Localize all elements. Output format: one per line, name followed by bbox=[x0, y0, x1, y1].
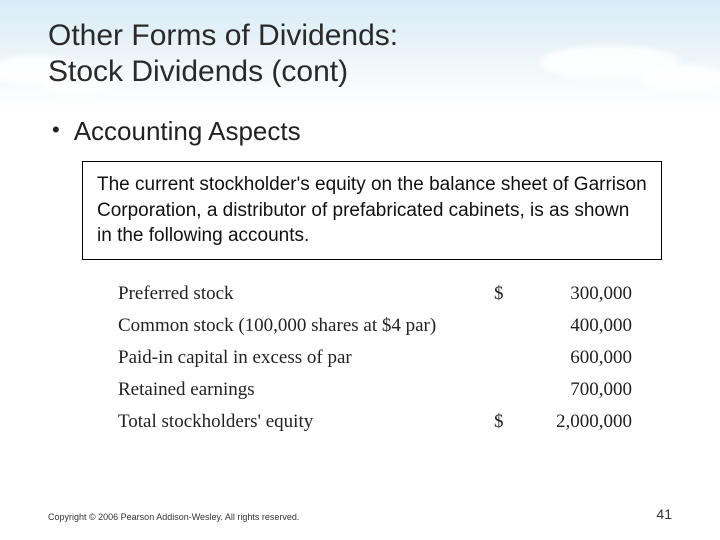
dollar-sign: $ bbox=[494, 283, 504, 305]
row-label: Paid-in capital in excess of par bbox=[118, 347, 502, 369]
row-value: 400,000 bbox=[502, 315, 632, 337]
copyright-text: Copyright © 2006 Pearson Addison-Wesley.… bbox=[48, 512, 299, 522]
row-label: Retained earnings bbox=[118, 379, 502, 401]
amount: 600,000 bbox=[570, 347, 632, 368]
bullet-text: Accounting Aspects bbox=[74, 116, 301, 147]
table-row: Retained earnings 700,000 bbox=[118, 374, 632, 406]
table-row: Common stock (100,000 shares at $4 par) … bbox=[118, 310, 632, 342]
bullet-item: • Accounting Aspects bbox=[48, 116, 672, 147]
title-line2: Stock Dividends (cont) bbox=[48, 55, 348, 88]
amount: 300,000 bbox=[570, 283, 632, 304]
slide-content: Other Forms of Dividends: Stock Dividend… bbox=[0, 0, 720, 438]
amount: 400,000 bbox=[570, 315, 632, 336]
dollar-sign: $ bbox=[494, 411, 504, 433]
row-value: 700,000 bbox=[502, 379, 632, 401]
slide-footer: Copyright © 2006 Pearson Addison-Wesley.… bbox=[48, 506, 672, 522]
row-label: Common stock (100,000 shares at $4 par) bbox=[118, 315, 502, 337]
row-label: Preferred stock bbox=[118, 283, 502, 305]
amount: 700,000 bbox=[570, 379, 632, 400]
title-line1: Other Forms of Dividends: bbox=[48, 19, 398, 52]
table-total-row: Total stockholders' equity $ 2,000,000 bbox=[118, 406, 632, 438]
total-label: Total stockholders' equity bbox=[118, 411, 502, 433]
table-row: Preferred stock $ 300,000 bbox=[118, 278, 632, 310]
equity-table: Preferred stock $ 300,000 Common stock (… bbox=[118, 278, 632, 438]
slide-title: Other Forms of Dividends: Stock Dividend… bbox=[48, 18, 672, 90]
page-number: 41 bbox=[656, 506, 672, 522]
description-box: The current stockholder's equity on the … bbox=[82, 161, 662, 260]
table-row: Paid-in capital in excess of par 600,000 bbox=[118, 342, 632, 374]
row-value: 600,000 bbox=[502, 347, 632, 369]
amount: 2,000,000 bbox=[556, 411, 632, 432]
row-value: $ 300,000 bbox=[502, 283, 632, 305]
bullet-marker: • bbox=[52, 116, 60, 145]
total-value: $ 2,000,000 bbox=[502, 411, 632, 433]
